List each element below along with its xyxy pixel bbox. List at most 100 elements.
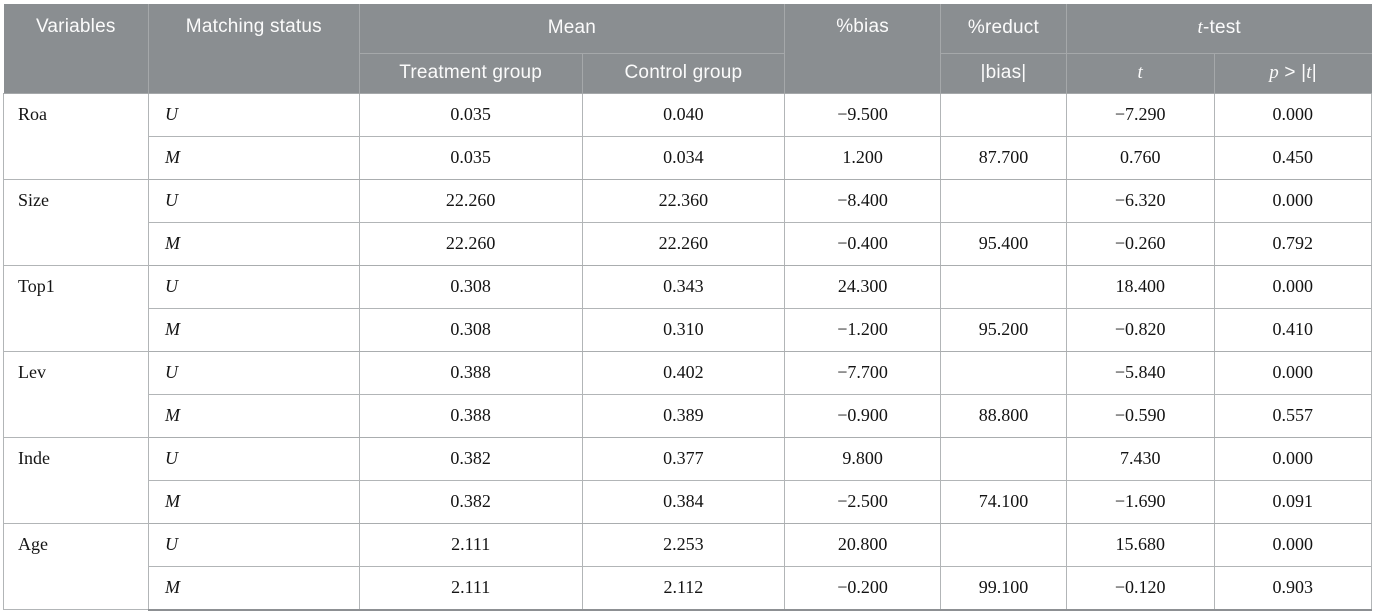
cell-pct-reduct: 88.800 xyxy=(940,393,1067,438)
cell-pct-reduct xyxy=(940,436,1067,481)
col-header-t: t xyxy=(1065,52,1215,94)
cell-p-value: 0.903 xyxy=(1213,565,1373,611)
cell-control-mean: 0.377 xyxy=(581,436,786,481)
cell-control-mean: 22.260 xyxy=(581,221,786,266)
cell-t-value: −0.820 xyxy=(1065,307,1215,352)
cell-control-mean: 0.389 xyxy=(581,393,786,438)
col-header-matching-status: Matching status xyxy=(148,4,360,94)
cell-variable: Size xyxy=(3,178,149,266)
cell-status: U xyxy=(148,350,360,395)
cell-control-mean: 0.040 xyxy=(581,92,786,137)
cell-p-value: 0.557 xyxy=(1213,393,1373,438)
table-row-top1-u: Top1 U 0.308 0.343 24.300 18.400 0.000 xyxy=(3,264,1373,352)
col-header-pct-bias: %bias xyxy=(784,4,942,94)
cell-status: U xyxy=(148,264,360,309)
p-italic: p xyxy=(1269,62,1279,83)
cell-treatment-mean: 2.111 xyxy=(358,522,583,567)
cell-status: U xyxy=(148,522,360,567)
col-header-mean: Mean xyxy=(358,4,786,54)
cell-status: U xyxy=(148,436,360,481)
table-row-inde-m: M 0.382 0.384 −2.500 74.100 −1.690 0.091 xyxy=(4,479,1373,524)
cell-status: M xyxy=(148,221,360,266)
cell-variable: Lev xyxy=(3,350,149,438)
cell-pct-bias: 20.800 xyxy=(784,522,942,567)
cell-treatment-mean: 22.260 xyxy=(358,221,583,266)
cell-control-mean: 0.034 xyxy=(581,135,786,180)
cell-pct-reduct: 74.100 xyxy=(940,479,1067,524)
cell-pct-bias: 24.300 xyxy=(784,264,942,309)
cell-treatment-mean: 0.308 xyxy=(358,307,583,352)
cell-pct-reduct xyxy=(940,264,1067,309)
cell-pct-reduct: 95.400 xyxy=(940,221,1067,266)
cell-p-value: 0.410 xyxy=(1213,307,1373,352)
cell-control-mean: 2.112 xyxy=(581,565,786,611)
cell-p-value: 0.000 xyxy=(1213,436,1373,481)
cell-pct-bias: −0.400 xyxy=(784,221,942,266)
cell-t-value: 0.760 xyxy=(1065,135,1215,180)
col-header-control-group: Control group xyxy=(581,52,786,94)
cell-pct-bias: −7.700 xyxy=(784,350,942,395)
table-body: Roa U 0.035 0.040 −9.500 −7.290 0.000 M … xyxy=(3,92,1373,611)
cell-variable: Top1 xyxy=(3,264,149,352)
cell-t-value: −7.290 xyxy=(1065,92,1215,137)
table-row-size-u: Size U 22.260 22.360 −8.400 −6.320 0.000 xyxy=(3,178,1373,266)
cell-treatment-mean: 0.308 xyxy=(358,264,583,309)
cell-treatment-mean: 0.388 xyxy=(358,350,583,395)
cell-p-value: 0.000 xyxy=(1213,92,1373,137)
cell-treatment-mean: 0.035 xyxy=(358,92,583,137)
cell-pct-bias: −0.900 xyxy=(784,393,942,438)
cell-p-value: 0.000 xyxy=(1213,522,1373,567)
cell-t-value: −1.690 xyxy=(1065,479,1215,524)
cell-t-value: 15.680 xyxy=(1065,522,1215,567)
cell-variable: Inde xyxy=(3,436,149,524)
cell-p-value: 0.000 xyxy=(1213,350,1373,395)
cell-pct-reduct xyxy=(940,92,1067,137)
table-row-size-m: M 22.260 22.260 −0.400 95.400 −0.260 0.7… xyxy=(4,221,1373,266)
cell-pct-reduct xyxy=(940,350,1067,395)
cell-t-value: −0.120 xyxy=(1065,565,1215,611)
header-row-2: Treatment group Control group |bias| t p… xyxy=(4,52,1372,94)
cell-treatment-mean: 22.260 xyxy=(358,178,583,223)
cell-status: U xyxy=(148,92,360,137)
cell-treatment-mean: 2.111 xyxy=(358,565,583,611)
header-row-1: Variables Matching status Mean %bias %re… xyxy=(3,4,1372,94)
cell-pct-bias: −8.400 xyxy=(784,178,942,223)
table-header: Variables Matching status Mean %bias %re… xyxy=(3,4,1372,94)
table-row-lev-u: Lev U 0.388 0.402 −7.700 −5.840 0.000 xyxy=(3,350,1373,438)
cell-t-value: −6.320 xyxy=(1065,178,1215,223)
cell-pct-bias: −9.500 xyxy=(784,92,942,137)
cell-variable: Age xyxy=(3,522,149,610)
table-row-age-u: Age U 2.111 2.253 20.800 15.680 0.000 xyxy=(3,522,1373,610)
cell-treatment-mean: 0.035 xyxy=(358,135,583,180)
cell-control-mean: 0.384 xyxy=(581,479,786,524)
cell-t-value: −0.590 xyxy=(1065,393,1215,438)
cell-treatment-mean: 0.382 xyxy=(358,436,583,481)
table-row-roa-m: M 0.035 0.034 1.200 87.700 0.760 0.450 xyxy=(4,135,1373,180)
cell-treatment-mean: 0.388 xyxy=(358,393,583,438)
cell-pct-reduct xyxy=(940,178,1067,223)
cell-t-value: −5.840 xyxy=(1065,350,1215,395)
cell-control-mean: 2.253 xyxy=(581,522,786,567)
cell-p-value: 0.792 xyxy=(1213,221,1373,266)
cell-pct-bias: −0.200 xyxy=(784,565,942,611)
cell-t-value: 18.400 xyxy=(1065,264,1215,309)
cell-variable: Roa xyxy=(3,92,149,180)
cell-pct-reduct: 95.200 xyxy=(940,307,1067,352)
cell-pct-bias: −2.500 xyxy=(784,479,942,524)
cell-pct-reduct xyxy=(940,522,1067,567)
psm-balance-table: Variables Matching status Mean %bias %re… xyxy=(3,4,1373,611)
table-row-roa-u: Roa U 0.035 0.040 −9.500 −7.290 0.000 xyxy=(3,92,1373,180)
col-header-abs-bias: |bias| xyxy=(940,52,1067,94)
cell-pct-bias: 1.200 xyxy=(784,135,942,180)
cell-control-mean: 0.343 xyxy=(581,264,786,309)
p-end: | xyxy=(1311,62,1317,83)
col-header-pct-reduct: %reduct xyxy=(940,4,1067,54)
table-row-top1-m: M 0.308 0.310 −1.200 95.200 −0.820 0.410 xyxy=(4,307,1373,352)
cell-status: M xyxy=(148,307,360,352)
cell-pct-bias: −1.200 xyxy=(784,307,942,352)
p-t-italic: t xyxy=(1306,62,1312,83)
col-header-p-gt-t: p > |t| xyxy=(1213,52,1372,94)
cell-p-value: 0.450 xyxy=(1213,135,1373,180)
cell-t-value: −0.260 xyxy=(1065,221,1215,266)
p-mid: > | xyxy=(1278,62,1307,83)
